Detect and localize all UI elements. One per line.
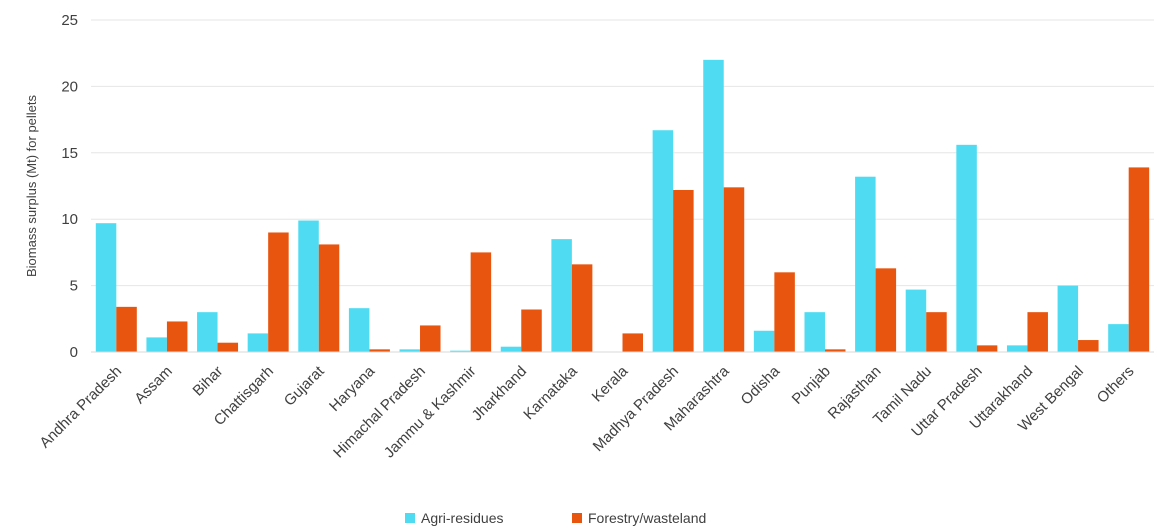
bar-agri-residues [1057,285,1079,352]
bar-forestry-wasteland [622,333,643,352]
x-tick-label: Karnataka [520,362,581,423]
x-tick-label: Others [1094,363,1138,407]
bar-agri-residues [247,333,269,352]
y-tick-label: 10 [61,211,78,228]
bar-forestry-wasteland [1128,167,1150,352]
bar-forestry-wasteland [824,349,846,352]
x-tick-label: Haryana [326,362,379,415]
bar-agri-residues [450,350,471,352]
bar-agri-residues [703,59,724,353]
bar-forestry-wasteland [774,272,795,352]
bar-forestry-wasteland [369,349,390,352]
bar-forestry-wasteland [673,189,694,352]
bar-agri-residues [146,337,167,352]
bar-agri-residues [1006,345,1028,352]
bar-forestry-wasteland [166,321,188,352]
bar-forestry-wasteland [268,232,289,352]
bar-forestry-wasteland [723,187,745,352]
bar-forestry-wasteland [1078,340,1099,352]
y-tick-label: 0 [70,344,78,361]
legend-label-agri-residues: Agri-residues [421,510,503,526]
x-tick-label: Himachal Pradesh [330,363,429,462]
x-tick-label: Bihar [190,363,227,400]
bar-forestry-wasteland [926,312,947,352]
bar-agri-residues [804,312,825,352]
legend-swatch-forestry-wasteland [572,513,582,523]
bar-forestry-wasteland [470,252,492,352]
bar-forestry-wasteland [318,244,340,352]
bar-agri-residues [905,289,927,352]
bar-agri-residues [399,349,421,352]
bar-agri-residues [500,346,522,352]
legend-swatch-agri-residues [405,513,415,523]
y-axis-title: Biomass surplus (Mt) for pellets [24,94,39,277]
x-tick-label: Punjab [789,363,834,408]
bar-forestry-wasteland [420,325,441,352]
bar-agri-residues [1108,324,1129,352]
bar-forestry-wasteland [875,268,897,352]
bar-agri-residues [753,330,775,352]
y-tick-label: 25 [61,12,78,29]
bar-forestry-wasteland [1027,312,1048,352]
gridlines [91,19,1154,287]
x-tick-label: Madhya Pradesh [590,363,682,455]
bar-agri-residues [855,176,876,352]
bar-forestry-wasteland [116,306,137,352]
x-tick-label: Jammu & Kashmir [381,363,480,462]
y-tick-label: 20 [61,78,78,95]
bar-agri-residues [298,220,319,352]
x-tick-label: Jharkhand [469,363,531,425]
legend: Agri-residues Forestry/wasteland [405,510,706,526]
bars [95,59,1150,353]
y-tick-label: 5 [70,278,78,295]
legend-label-forestry-wasteland: Forestry/wasteland [588,510,706,526]
bar-forestry-wasteland [976,345,998,352]
y-tick-label: 15 [61,145,78,162]
bar-agri-residues [95,223,117,352]
bar-agri-residues [551,239,572,352]
bar-agri-residues [652,130,674,352]
x-tick-label: Odisha [738,362,784,408]
bar-agri-residues [956,144,977,352]
bar-forestry-wasteland [521,309,542,352]
bar-agri-residues [348,308,370,352]
x-tick-label: Andhra Pradesh [36,363,125,452]
x-tick-label: Kerala [589,362,632,405]
bar-forestry-wasteland [217,342,239,352]
x-tick-label: Gujarat [281,362,328,409]
x-tick-label: Assam [131,363,175,407]
bar-forestry-wasteland [571,264,593,352]
y-axis-ticks: 0 5 10 15 20 25 [61,12,78,361]
bar-agri-residues [197,312,218,352]
